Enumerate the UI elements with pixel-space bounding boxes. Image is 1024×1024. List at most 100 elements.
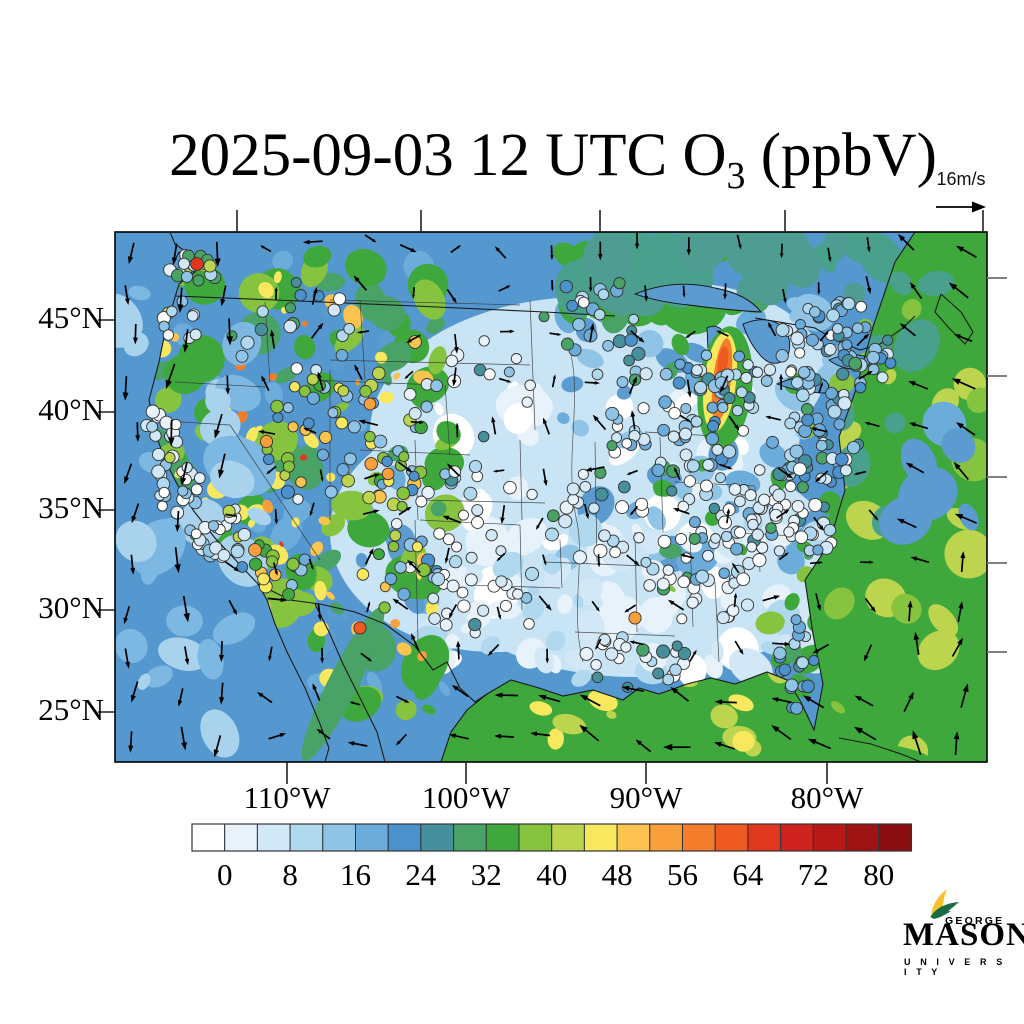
colorbar-cell — [551, 823, 585, 852]
wind-arrow-head — [406, 338, 412, 343]
wind-arrow-head — [367, 657, 373, 662]
wind-arrow-head — [716, 330, 721, 334]
wind-arrow-head — [500, 517, 505, 524]
station-dot — [272, 412, 284, 423]
wind-arrow — [589, 326, 594, 342]
coastline — [838, 737, 922, 762]
station-dot — [298, 385, 311, 398]
wind-arrow-head — [124, 476, 130, 485]
colorbar-cell — [224, 823, 258, 852]
contour-blob-west-yellow — [248, 519, 256, 528]
wind-arrow-head — [869, 560, 874, 564]
colorbar-tick-label: 16 — [340, 857, 371, 892]
contour-blob-midwest-blue — [557, 412, 570, 425]
figure-title: 2025-09-03 12 UTC O3 (ppbV) — [169, 121, 937, 195]
wind-arrow — [595, 638, 602, 649]
station-dot — [710, 533, 721, 544]
station-dot — [190, 483, 203, 496]
station-dot — [439, 618, 453, 632]
wind-arrow-head — [447, 463, 453, 470]
wind-arrow-head — [693, 649, 697, 655]
wind-arrow-head — [175, 525, 181, 533]
wind-arrow-head — [456, 245, 462, 249]
station-dot — [679, 427, 692, 441]
station-dot — [791, 499, 805, 513]
wind-arrow-head — [663, 743, 673, 751]
station-dot — [837, 396, 852, 411]
wind-arrow-head — [353, 275, 360, 282]
contour-blob-east-green-patches — [829, 371, 855, 394]
station-dot — [280, 485, 295, 500]
station-dot — [659, 367, 673, 381]
station-dot — [882, 334, 894, 346]
wind-arrow-head — [165, 379, 172, 390]
wind-arrow-head — [896, 518, 905, 524]
wind-arrow — [686, 330, 696, 338]
station-dot — [825, 386, 838, 400]
station-dot — [702, 458, 715, 471]
station-dot — [593, 543, 608, 558]
colorbar-cell — [714, 823, 749, 852]
contour-blob-west-red — [279, 541, 284, 547]
contour-blob-atlantic-streaks — [901, 299, 922, 320]
contour-blob-atlantic-streaks — [966, 387, 987, 414]
station-dot — [356, 568, 370, 581]
station-dot — [483, 368, 496, 381]
wind-arrow-head — [765, 415, 771, 420]
contour-blob-west-yellow — [258, 282, 274, 299]
wind-arrow-head — [213, 749, 219, 758]
station-dot — [636, 643, 650, 657]
station-dot — [180, 270, 194, 283]
colorbar-cell — [453, 823, 487, 852]
station-dot — [295, 476, 307, 488]
wind-arrow — [457, 644, 460, 660]
wind-arrow-head — [588, 287, 593, 293]
station-dot — [566, 482, 580, 496]
wind-arrow-head — [714, 742, 722, 747]
station-dot — [256, 305, 269, 318]
station-dot — [442, 533, 455, 546]
station-dot — [793, 462, 807, 477]
state-border — [329, 299, 521, 306]
wind-arrow-head — [592, 414, 599, 422]
wind-arrow-head — [951, 378, 961, 385]
wind-arrow-head — [371, 238, 377, 243]
station-dot — [495, 545, 507, 557]
station-dot — [763, 363, 777, 376]
station-dot — [683, 475, 697, 488]
station-dot — [381, 467, 395, 481]
station-dot — [775, 349, 789, 363]
wind-arrow-head — [954, 513, 964, 520]
wind-arrow-head — [456, 640, 461, 647]
station-dot — [521, 396, 533, 408]
contour-blob-west-orange — [262, 499, 274, 514]
wind-arrow-head — [579, 694, 588, 701]
station-dot — [327, 303, 341, 317]
wind-arrow — [734, 640, 743, 653]
station-dot — [177, 257, 191, 270]
station-dot — [170, 505, 185, 520]
wind-arrow — [492, 419, 497, 435]
station-dot — [287, 421, 299, 433]
wind-arrow-head — [545, 658, 549, 664]
contour-blob-florida — [755, 611, 785, 635]
station-dot — [677, 646, 692, 661]
station-dot — [623, 354, 635, 367]
contour-blob-plains-white — [503, 402, 534, 434]
station-dot — [616, 376, 629, 389]
station-dot — [662, 673, 675, 686]
wind-arrow-head — [313, 286, 318, 294]
wind-arrow-head — [866, 287, 872, 295]
wind-arrow-head — [133, 337, 138, 345]
station-dot — [760, 375, 773, 387]
contour-blob-texas-pale — [492, 551, 524, 580]
station-dot — [722, 444, 737, 459]
station-dot — [162, 329, 175, 341]
contour-blob-plains-white — [504, 517, 547, 556]
station-dot — [612, 334, 627, 349]
wind-arrow — [319, 469, 324, 480]
contour-blob-top-teal — [844, 232, 885, 263]
station-dot — [852, 322, 864, 334]
coastline — [934, 293, 974, 345]
colorbar-cell — [485, 823, 520, 852]
